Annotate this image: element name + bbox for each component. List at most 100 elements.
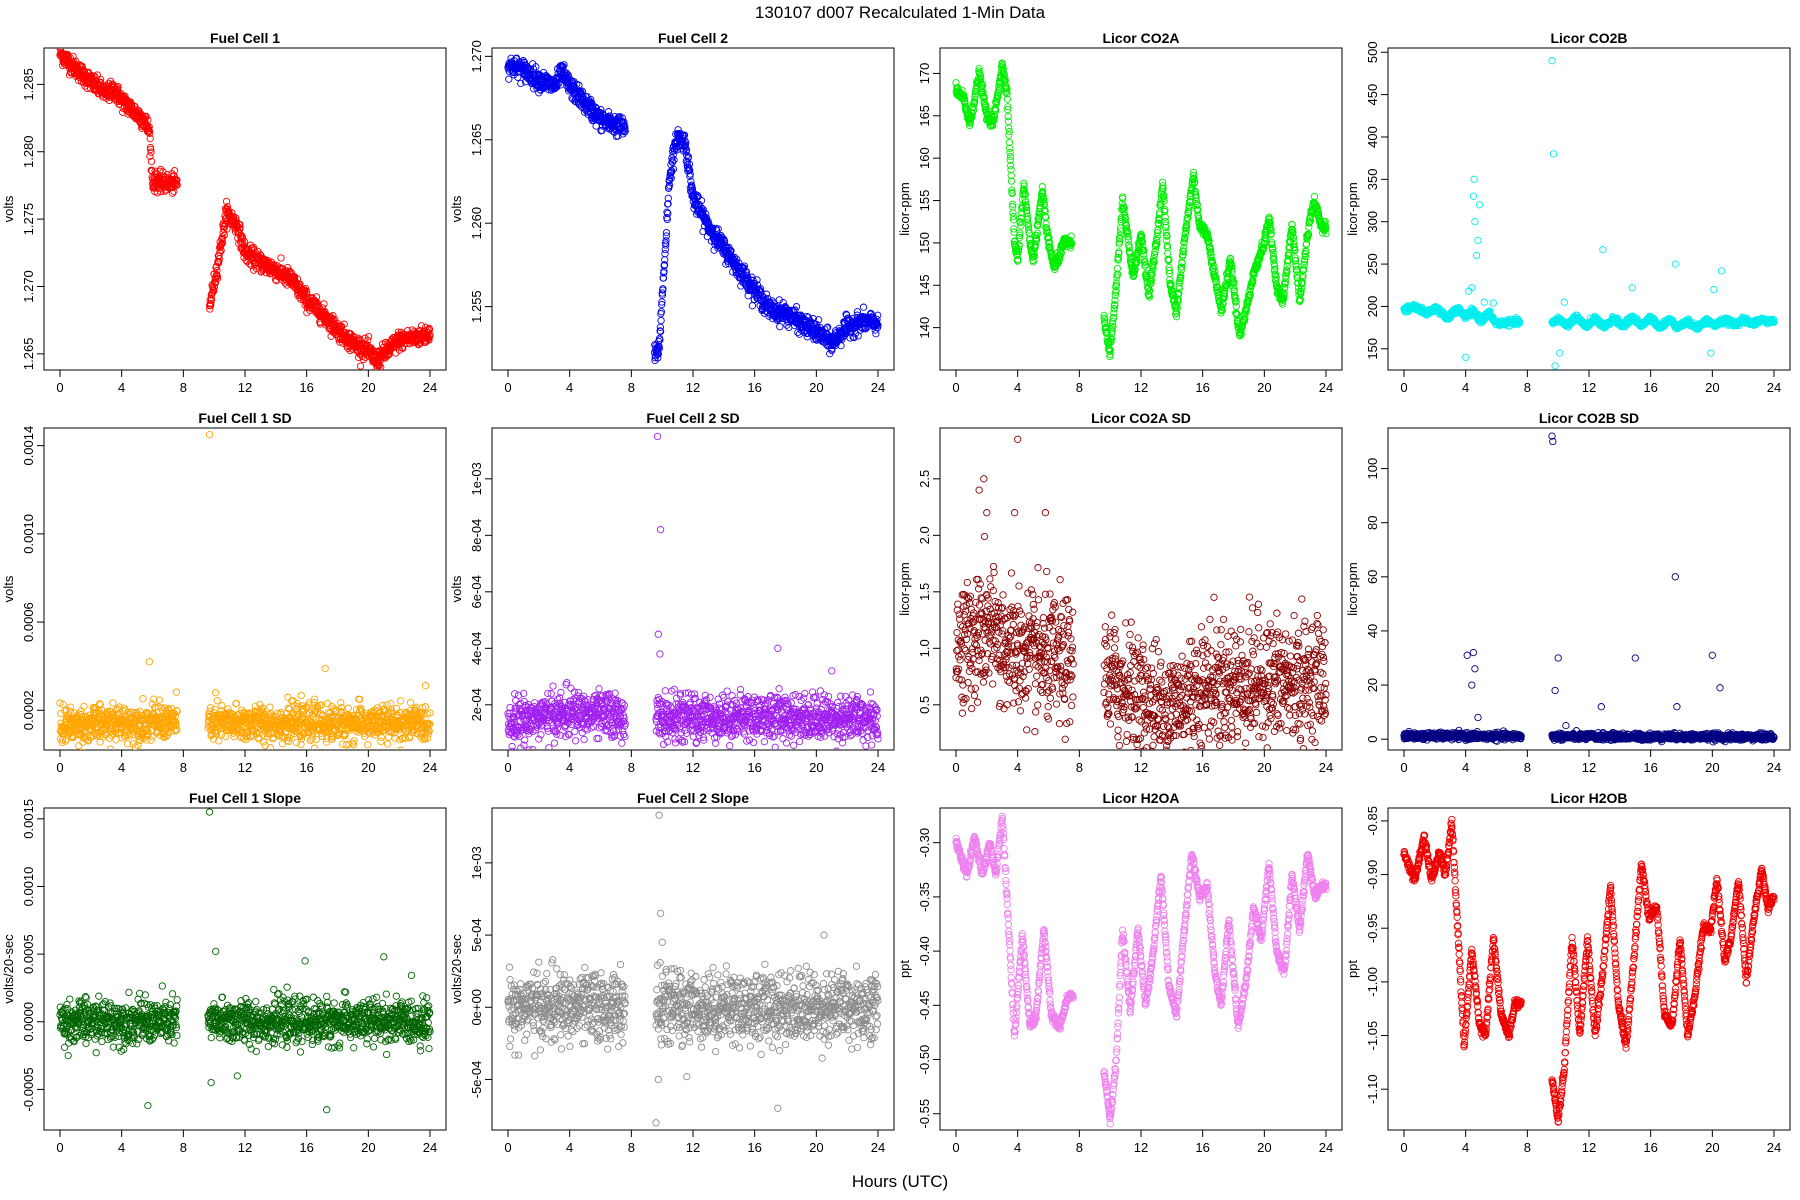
- data-point: [702, 210, 710, 218]
- data-point: [662, 241, 670, 249]
- data-point: [1066, 238, 1074, 246]
- data-point: [146, 129, 154, 138]
- data-point: [1269, 244, 1277, 253]
- data-point: [1045, 234, 1053, 242]
- data-point: [762, 290, 771, 298]
- data-point: [874, 311, 882, 319]
- data-point: [1321, 217, 1329, 226]
- data-point: [1132, 256, 1141, 264]
- x-tick-label: 16: [1643, 380, 1657, 395]
- data-point: [1110, 309, 1118, 317]
- data-point: [1169, 291, 1178, 299]
- data-point: [654, 337, 663, 346]
- data-point: [1288, 221, 1296, 229]
- data-point: [277, 254, 285, 262]
- data-point: [1004, 117, 1013, 126]
- data-point: [669, 165, 678, 173]
- data-point: [1280, 292, 1288, 300]
- data-point: [1306, 217, 1315, 225]
- data-point: [850, 333, 858, 342]
- data-point: [223, 203, 232, 211]
- x-tick-label: 4: [566, 380, 573, 395]
- data-point: [1232, 297, 1240, 305]
- data-point: [425, 325, 434, 334]
- x-tick-label: 24: [1767, 380, 1781, 395]
- data-point: [1301, 252, 1310, 261]
- data-point: [1180, 237, 1188, 245]
- data-point: [329, 316, 338, 324]
- data-point: [1154, 220, 1163, 228]
- panel-fuel-cell-1: Fuel Cell 10 4 8 12 16 20 241.2651.2701.2751.2…: [1, 30, 447, 395]
- data-point: [873, 315, 881, 324]
- y-tick-label: 1.270: [469, 40, 484, 73]
- data-point: [320, 300, 328, 308]
- data-point: [680, 131, 689, 139]
- data-point: [213, 266, 221, 275]
- x-tick-label: 20: [1257, 380, 1271, 395]
- data-point: [237, 231, 246, 240]
- data-point: [1305, 218, 1314, 226]
- data-point: [874, 321, 882, 329]
- x-tick-label: 4: [1462, 380, 1469, 395]
- data-point: [1007, 171, 1015, 180]
- data-point: [1142, 269, 1151, 277]
- data-point: [1034, 217, 1043, 225]
- data-point: [1293, 271, 1301, 279]
- data-point: [597, 106, 605, 114]
- data-point: [1106, 346, 1115, 354]
- data-point: [1177, 271, 1185, 279]
- data-point: [1033, 229, 1042, 237]
- data-point: [1137, 234, 1145, 242]
- data-point: [1122, 225, 1131, 233]
- data-point: [1163, 243, 1172, 252]
- data-point: [1176, 273, 1185, 281]
- data-point: [1280, 284, 1289, 292]
- data-point: [809, 315, 817, 323]
- data-point: [236, 224, 244, 232]
- data-point: [621, 127, 629, 135]
- data-point: [1039, 195, 1048, 203]
- data-point: [210, 287, 218, 295]
- data-point: [1115, 238, 1124, 246]
- data-point: [1101, 316, 1109, 324]
- data-point: [674, 126, 682, 134]
- data-point: [1206, 246, 1215, 254]
- data-point: [1006, 153, 1015, 161]
- data-point: [562, 69, 571, 77]
- data-point: [1038, 183, 1046, 191]
- x-tick-label: 4: [118, 380, 125, 395]
- data-point: [1164, 249, 1172, 257]
- data-point: [399, 344, 407, 352]
- data-point: [693, 191, 702, 200]
- data-point: [1124, 236, 1133, 244]
- data-point: [356, 362, 365, 370]
- y-tick-label: 150: [1365, 338, 1380, 360]
- data-point: [1000, 70, 1008, 79]
- panel-fuel-cell-2: Fuel Cell 20 4 8 12 16 20 241.2551.2601.2651.2…: [449, 30, 895, 395]
- data-point: [1116, 235, 1124, 243]
- y-tick-label: 1.255: [469, 290, 484, 323]
- data-point: [1035, 207, 1044, 216]
- data-point: [1173, 301, 1181, 309]
- data-point: [1139, 246, 1147, 254]
- data-point: [1213, 284, 1221, 292]
- data-point: [1294, 279, 1302, 287]
- data-point: [213, 274, 222, 283]
- data-point: [1150, 258, 1158, 266]
- data-point: [662, 228, 671, 237]
- data-point: [1162, 221, 1170, 229]
- x-tick-label: 0: [1400, 380, 1407, 395]
- data-point: [971, 92, 979, 101]
- data-point: [207, 300, 215, 308]
- data-point: [1139, 250, 1148, 259]
- data-point: [577, 88, 585, 96]
- x-tick-label: 0: [504, 380, 511, 395]
- y-tick-label: 150: [917, 232, 932, 254]
- data-point: [684, 153, 693, 161]
- data-point: [1211, 268, 1219, 276]
- data-point: [1150, 251, 1159, 259]
- data-point: [1153, 236, 1161, 245]
- data-point: [1112, 279, 1121, 287]
- data-point: [1186, 189, 1195, 198]
- data-point: [682, 139, 690, 147]
